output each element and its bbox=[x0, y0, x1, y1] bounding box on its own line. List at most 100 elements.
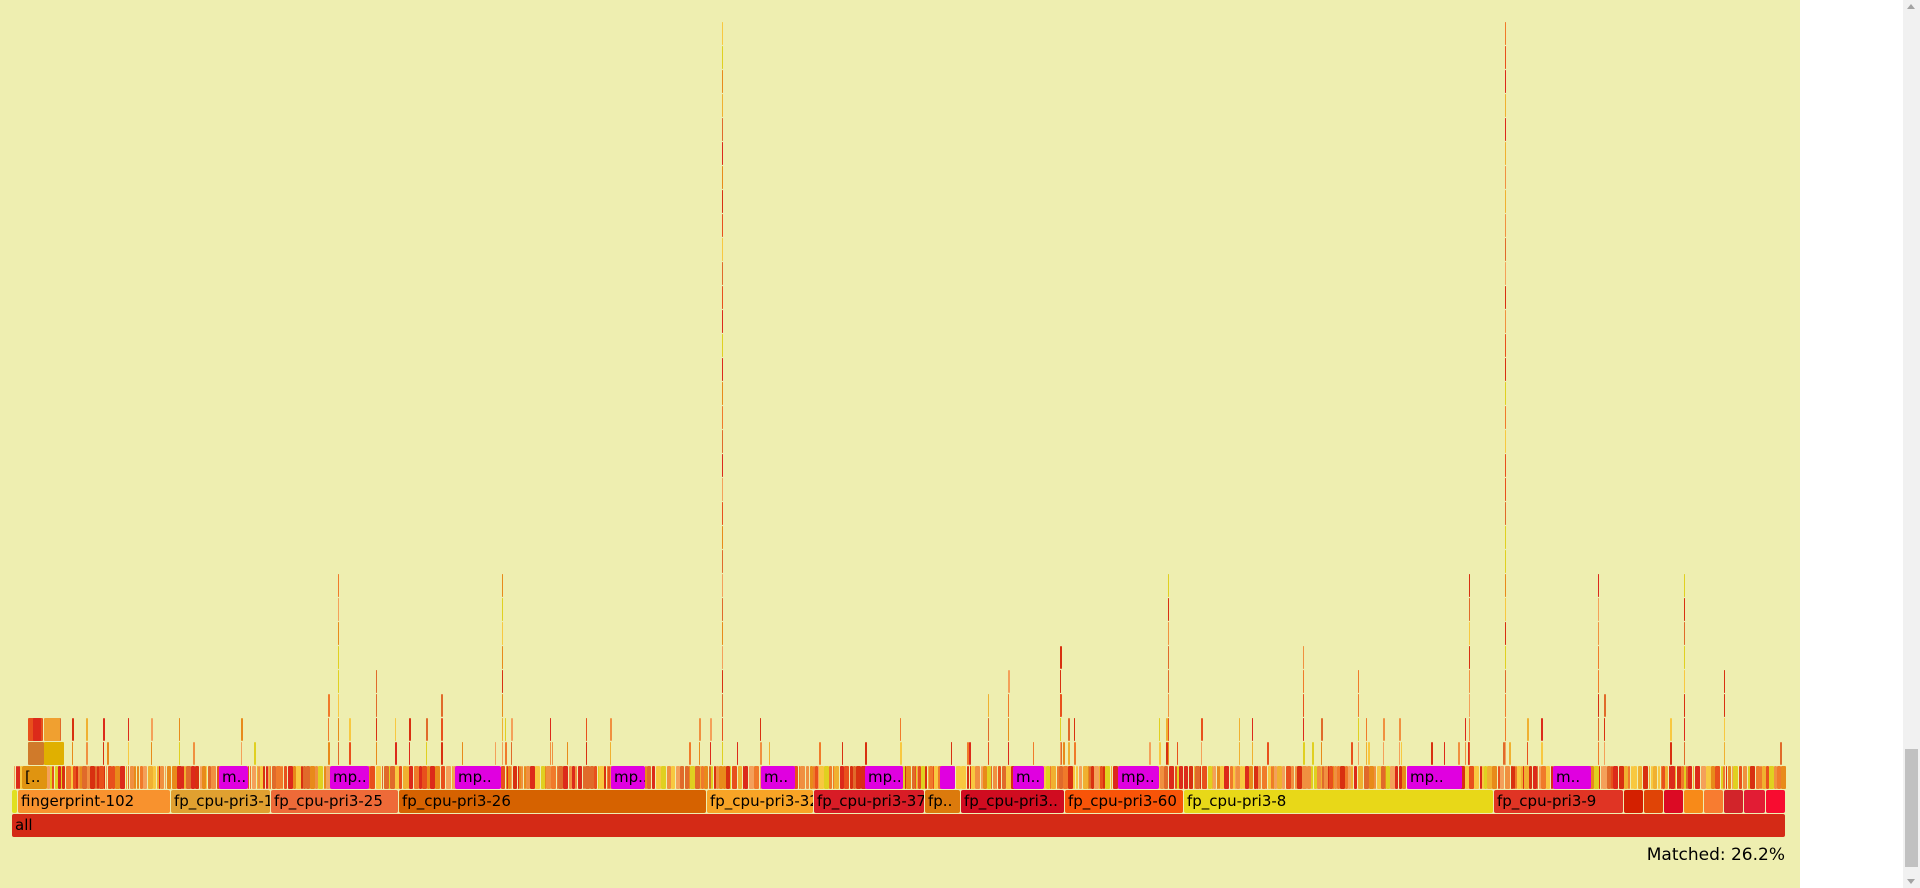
frame[interactable] bbox=[722, 454, 723, 477]
frame[interactable] bbox=[1681, 766, 1684, 789]
frame[interactable] bbox=[1598, 622, 1599, 645]
frame[interactable] bbox=[241, 742, 242, 765]
frame[interactable] bbox=[128, 766, 129, 789]
frame[interactable] bbox=[799, 766, 800, 789]
frame[interactable] bbox=[1249, 766, 1253, 789]
frame[interactable] bbox=[1505, 310, 1506, 333]
frame[interactable] bbox=[567, 742, 568, 765]
frame[interactable] bbox=[921, 766, 925, 789]
frame[interactable] bbox=[76, 766, 78, 789]
frame[interactable] bbox=[1068, 742, 1070, 765]
frame[interactable] bbox=[370, 766, 375, 789]
frame[interactable] bbox=[90, 766, 95, 789]
frame[interactable] bbox=[20, 766, 23, 789]
frame[interactable] bbox=[349, 742, 351, 765]
frame[interactable] bbox=[505, 742, 507, 765]
frame[interactable] bbox=[501, 766, 505, 789]
frame[interactable] bbox=[1469, 598, 1470, 621]
frame[interactable] bbox=[1212, 766, 1213, 789]
frame[interactable] bbox=[563, 766, 568, 789]
frame[interactable] bbox=[850, 766, 853, 789]
frame[interactable] bbox=[1328, 766, 1329, 789]
frame[interactable] bbox=[1166, 718, 1168, 741]
frame[interactable] bbox=[988, 694, 989, 717]
frame[interactable] bbox=[1274, 766, 1277, 789]
frame[interactable] bbox=[1643, 766, 1648, 789]
frame[interactable] bbox=[157, 766, 159, 789]
frame[interactable] bbox=[1631, 766, 1633, 789]
frame[interactable] bbox=[710, 742, 711, 765]
frame[interactable] bbox=[1469, 574, 1470, 597]
frame[interactable] bbox=[1505, 166, 1506, 189]
frame[interactable] bbox=[1201, 742, 1202, 765]
frame[interactable] bbox=[833, 766, 834, 789]
frame[interactable] bbox=[452, 766, 453, 789]
frame[interactable] bbox=[1511, 766, 1512, 789]
frame[interactable] bbox=[722, 46, 723, 69]
frame[interactable] bbox=[1505, 742, 1506, 765]
frame[interactable] bbox=[260, 766, 263, 789]
frame[interactable] bbox=[248, 766, 249, 789]
frame[interactable] bbox=[1351, 742, 1353, 765]
frame[interactable] bbox=[998, 766, 1001, 789]
frame[interactable] bbox=[1179, 766, 1183, 789]
frame[interactable] bbox=[1512, 766, 1513, 789]
frame[interactable] bbox=[701, 766, 704, 789]
frame[interactable] bbox=[835, 766, 839, 789]
frame-level1[interactable] bbox=[1724, 790, 1743, 813]
frame[interactable] bbox=[318, 766, 323, 789]
frame[interactable] bbox=[967, 766, 969, 789]
frame[interactable] bbox=[671, 766, 675, 789]
frame[interactable] bbox=[513, 766, 517, 789]
frame[interactable] bbox=[1628, 766, 1630, 789]
frame[interactable] bbox=[1364, 766, 1369, 789]
frame[interactable] bbox=[1769, 766, 1774, 789]
frame-level1[interactable] bbox=[12, 790, 17, 813]
frame[interactable] bbox=[106, 766, 107, 789]
frame[interactable] bbox=[575, 766, 577, 789]
frame[interactable] bbox=[1239, 742, 1240, 765]
frame[interactable] bbox=[368, 766, 370, 789]
frame[interactable] bbox=[1732, 766, 1733, 789]
frame[interactable] bbox=[324, 766, 326, 789]
frame[interactable] bbox=[1113, 766, 1118, 789]
frame[interactable] bbox=[1505, 694, 1506, 717]
frame[interactable] bbox=[1383, 742, 1384, 765]
frame[interactable] bbox=[604, 766, 606, 789]
frame[interactable] bbox=[1008, 718, 1009, 741]
frame[interactable] bbox=[1505, 262, 1506, 285]
frame[interactable] bbox=[506, 766, 507, 789]
frame[interactable] bbox=[572, 766, 575, 789]
frame-level2[interactable] bbox=[940, 766, 955, 789]
frame-level1[interactable]: fp_cpu-pri3-26 bbox=[399, 790, 706, 813]
frame[interactable] bbox=[988, 742, 989, 765]
frame[interactable] bbox=[1651, 766, 1653, 789]
frame[interactable] bbox=[1500, 766, 1504, 789]
frame[interactable] bbox=[1669, 766, 1670, 789]
frame[interactable] bbox=[853, 766, 856, 789]
frame[interactable] bbox=[160, 766, 164, 789]
frame[interactable] bbox=[1381, 766, 1385, 789]
frame[interactable] bbox=[310, 766, 315, 789]
frame[interactable] bbox=[526, 766, 530, 789]
frame[interactable] bbox=[217, 766, 220, 789]
frame[interactable] bbox=[1505, 478, 1506, 501]
frame[interactable] bbox=[928, 766, 929, 789]
frame[interactable] bbox=[1487, 766, 1492, 789]
frame[interactable] bbox=[1624, 766, 1628, 789]
frame[interactable] bbox=[1201, 718, 1203, 741]
frame[interactable] bbox=[1739, 766, 1742, 789]
frame-level1[interactable] bbox=[1684, 790, 1703, 813]
frame[interactable] bbox=[389, 766, 390, 789]
frame[interactable] bbox=[1277, 766, 1282, 789]
frame[interactable] bbox=[1230, 766, 1233, 789]
frame[interactable] bbox=[1521, 766, 1523, 789]
frame[interactable] bbox=[82, 766, 87, 789]
frame[interactable] bbox=[1604, 718, 1605, 741]
frame[interactable] bbox=[1046, 766, 1050, 789]
frame[interactable] bbox=[1724, 670, 1725, 693]
frame[interactable] bbox=[1395, 766, 1398, 789]
frame[interactable] bbox=[1286, 766, 1291, 789]
frame[interactable] bbox=[912, 766, 915, 789]
frame[interactable] bbox=[1302, 766, 1307, 789]
